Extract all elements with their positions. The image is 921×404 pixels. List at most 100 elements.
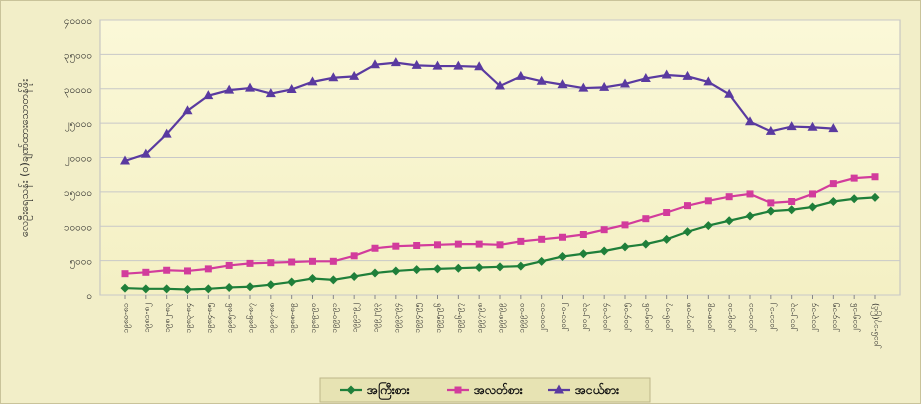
data-point [642,215,650,223]
x-tick-label: ၂၀၁၁-၁၂ [767,303,778,332]
data-point [246,259,254,267]
x-tick-label: ၂၀၀၃-၀၄ [600,303,611,332]
x-tick-label: ၁၉၉၅-၉၆ [433,303,445,333]
data-point [224,84,235,94]
data-point [536,75,547,85]
data-point [724,88,735,98]
data-point [559,233,566,241]
x-tick-label: ၁၉၈၂-၈၃ [163,303,174,332]
data-point [870,192,880,202]
x-tick-label: ၂၀၀၇-၀၈ [684,303,695,332]
data-point [828,197,838,206]
x-tick-label: ၂၀၁၄-၁၅ [829,303,840,332]
data-point [267,259,275,267]
data-point [517,237,525,245]
data-point [392,242,400,250]
data-point [287,277,297,287]
data-point [599,246,609,256]
data-point [537,256,547,266]
data-point [120,155,130,165]
y-tick-label: ၃၅၀၀၀ [64,50,92,63]
data-point [141,284,151,294]
x-tick-label: ၂၀၀၀-၀၁ [538,303,549,332]
data-point [350,252,358,260]
data-point [724,216,734,226]
x-tick-label: ၁၉၈၄-၈၅ [204,303,215,333]
x-tick-label: ၂၀၀၄-၀၅ [621,303,632,332]
x-tick-label: ၂၀၁၅-၁၆ [849,303,861,332]
data-point [288,258,296,266]
data-point [620,78,630,88]
data-point [413,242,421,249]
x-tick-label: ၂၀၀၁-၀၂ [559,303,570,332]
data-point [871,173,879,181]
data-point [766,206,776,216]
data-point [183,285,192,294]
y-tick-label: ၂၀၀၀၀ [65,154,92,167]
x-tick-label: ၁၉၉၈-၉၉ [496,303,507,333]
data-point [140,148,151,158]
data-point [703,76,714,86]
data-point [849,194,859,204]
x-tick-label: ၂၀၀၉-၁၀ [725,303,736,332]
legend-box [319,377,651,403]
data-point [495,262,505,272]
data-point [411,59,422,69]
data-point [725,193,733,201]
data-point [204,265,212,273]
data-point [475,240,483,248]
data-point [703,221,713,231]
data-point [684,202,691,210]
data-point [746,190,754,198]
data-point [266,280,276,290]
data-point [163,266,171,274]
data-point [120,283,130,293]
data-point [453,60,464,70]
data-point [161,128,172,138]
data-point [391,266,401,276]
y-tick-label: ၀ [86,291,92,302]
data-point [515,70,526,80]
data-point [370,59,380,69]
data-point [434,241,441,249]
legend-label: အလတ်စား [474,381,524,397]
data-point [432,60,443,70]
data-point [621,221,629,229]
series [121,173,879,278]
data-point [538,235,546,243]
x-tick-label: ၁၉၈၈-၈၉ [288,303,299,333]
legend-label: အငယ်စား [575,381,620,397]
series [120,192,880,294]
data-point [640,72,651,82]
data-point [309,257,316,265]
data-point [808,202,817,212]
data-point [307,76,318,86]
x-axis-ticks: ၁၉၈၀-၈၁ ၁၉၈၁-၈၂ ၁၉၈၂-၈၃ ၁၉၈၃-၈၄ ၁၉၈၄-၈၅ ၁၉၈၅-… [121,295,882,349]
data-point [787,205,797,215]
data-point [661,69,672,79]
x-tick-label: ၂၀၁၆-၁၇(ပြင်) [870,303,882,349]
data-point [578,249,588,259]
y-axis-ticks: ၀ ၅၀၀၀ ၁၀၀၀၀ ၁၅၀၀၀ ၂၀၀၀၀ ၂၅၀၀၀ ၃၀၀၀၀ ၃၅၀၀၀ ၄၀၀၀၀ [64,16,92,302]
data-point [496,241,504,249]
x-tick-label: ၁၉၉၆-၉၇ [453,303,465,333]
x-tick-label: ၁၉၉၂-၉၃ [371,303,382,332]
x-tick-label: ၂၀၀၅-၀၆ [641,303,653,332]
data-point [224,282,234,292]
data-point [829,180,837,188]
data-point [599,81,610,91]
data-point [203,90,214,100]
x-tick-label: ၁၉၉၄-၉၅ [413,303,424,333]
data-point [349,271,359,281]
data-point [850,174,858,182]
y-tick-label: ၄၀၀၀၀ [64,16,92,29]
x-tick-label: ၁၉၈၆-၈၇ [245,303,257,333]
data-point [809,190,816,198]
x-tick-label: ၁၉၈၀-၈၁ [121,303,132,333]
data-point [225,261,233,269]
series-group [120,57,880,294]
data-point [620,242,630,252]
y-tick-label: ၅၀၀၀ [70,257,93,270]
x-tick-label: ၁၉၉၁-၉၂ [350,303,361,332]
